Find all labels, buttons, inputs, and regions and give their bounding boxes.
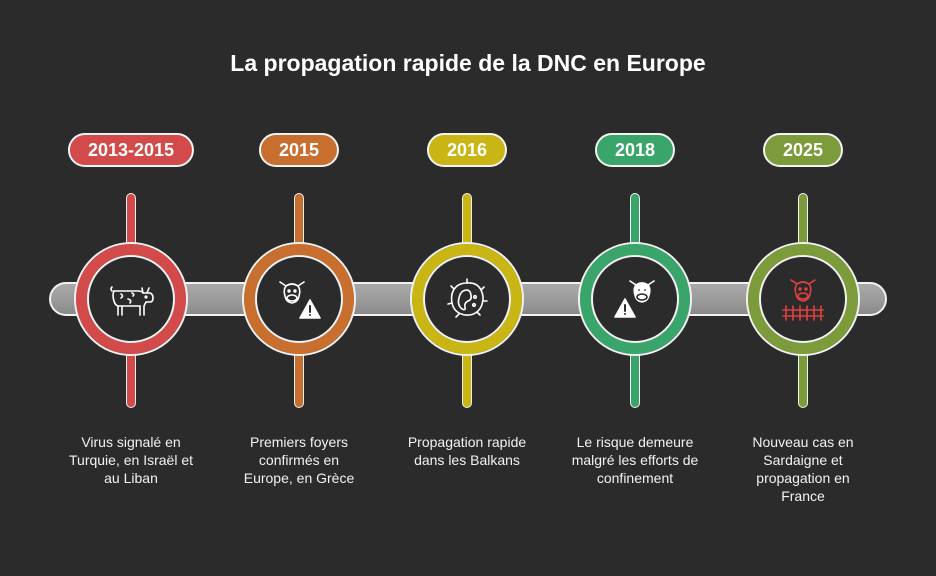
year-badge: 2018 [594,133,676,167]
year-badge: 2016 [426,133,508,167]
milestone-ring [412,244,522,354]
cow-alert-icon [610,275,660,323]
milestone-description: Nouveau cas en Sardaigne et propagation … [752,434,854,504]
cow-warning-icon [274,276,324,322]
milestone-description: Propagation rapide dans les Balkans [407,434,527,468]
cow-fence-icon [778,275,828,323]
milestone-ring [244,244,354,354]
milestone-2018: 2018 Le risque demeure malgré les effort… [551,0,719,576]
virus-icon [444,276,490,322]
milestone-ring [748,244,858,354]
page-title: La propagation rapide de la DNC en Europ… [230,50,706,76]
year-badge: 2013-2015 [67,133,195,167]
milestone-description: Virus signalé en Turquie, en Israël et a… [69,434,193,486]
milestone-ring [76,244,186,354]
milestone-ring [580,244,690,354]
cow-icon [106,279,156,319]
milestone-2013-2015: 2013-2015 Virus signalé en Turquie, en I… [47,0,215,576]
milestone-2015: 2015 Premiers foyers confirmés en Europe… [215,0,383,576]
milestone-2025: 2025 Nouveau cas en Sardaigne et propaga… [719,0,887,576]
year-badge: 2025 [762,133,844,167]
year-badge: 2015 [258,133,340,167]
milestone-description: Le risque demeure malgré les efforts de … [571,434,699,486]
milestone-description: Premiers foyers confirmés en Europe, en … [243,434,355,486]
milestone-2016: 2016 Propagation rapide dans les Balkans [383,0,551,576]
